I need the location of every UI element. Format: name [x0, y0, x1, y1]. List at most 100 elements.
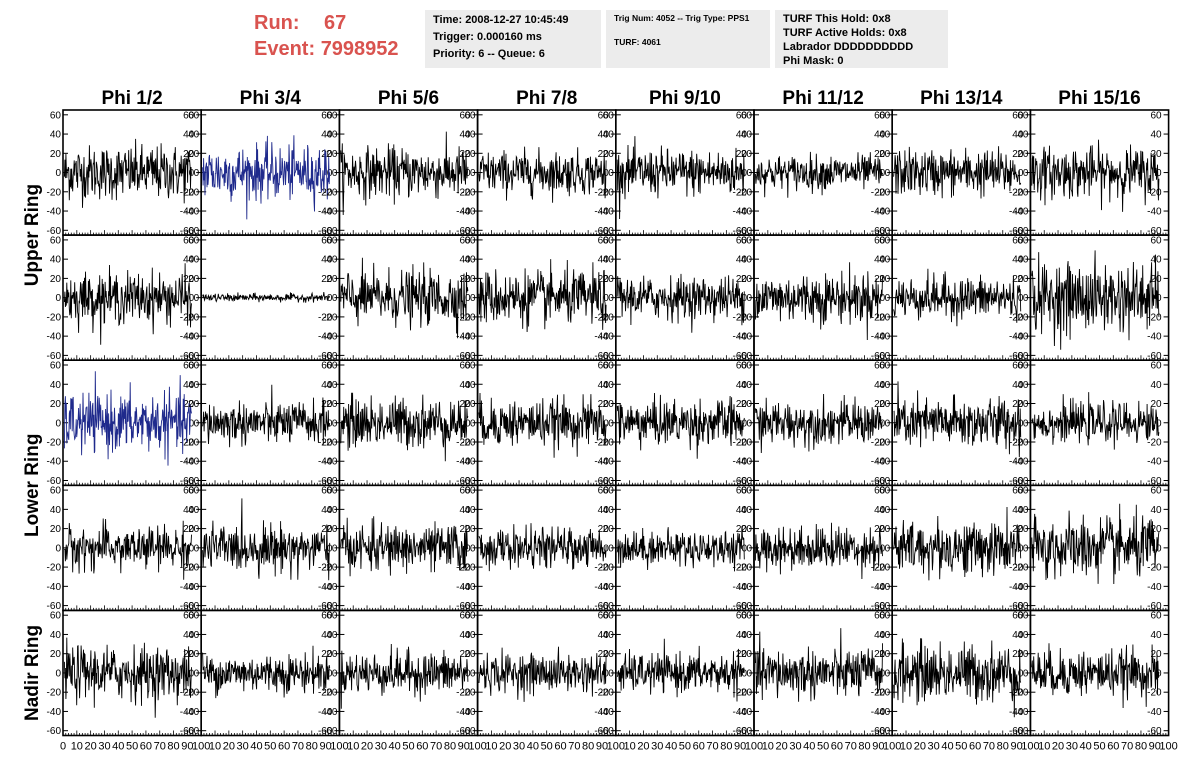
y-tick-label: -40 — [318, 332, 333, 343]
y-tick-label: -20 — [180, 187, 195, 198]
x-tick-label: 30 — [237, 741, 249, 753]
y-tick-label: 60 — [326, 486, 338, 497]
y-tick-label: 20 — [1012, 149, 1024, 160]
y-tick-label: 40 — [321, 505, 333, 516]
y-tick-label: 40 — [741, 130, 753, 141]
y-tick-label: -40 — [318, 707, 333, 718]
y-tick-label: 0 — [885, 418, 891, 429]
y-tick-label: -20 — [733, 187, 748, 198]
y-tick-label: 0 — [608, 293, 614, 304]
y-tick-label: 0 — [885, 668, 891, 679]
y-tick-label: 20 — [326, 399, 338, 410]
y-tick-label: -20 — [323, 312, 338, 323]
y-tick-label: -20 — [1014, 312, 1029, 323]
y-tick-label: -20 — [1147, 187, 1162, 198]
waveform-trace — [754, 393, 883, 454]
x-tick-label: 60 — [969, 741, 981, 753]
y-tick-label: -40 — [318, 207, 333, 218]
y-tick-label: 20 — [321, 149, 333, 160]
y-tick-label: -20 — [185, 312, 200, 323]
x-tick-label: 30 — [789, 741, 801, 753]
y-tick-label: 0 — [1156, 293, 1162, 304]
y-tick-label: -60 — [1014, 726, 1029, 737]
x-tick-label: 10 — [1038, 741, 1050, 753]
y-tick-label: -40 — [456, 707, 471, 718]
y-tick-label: -60 — [876, 601, 891, 612]
y-tick-label: 40 — [1150, 130, 1162, 141]
y-tick-label: 20 — [1150, 274, 1162, 285]
y-tick-label: 40 — [1017, 130, 1029, 141]
y-tick-label: -20 — [1009, 187, 1024, 198]
y-tick-label: 0 — [880, 293, 886, 304]
y-tick-label: 60 — [736, 110, 748, 121]
column-title: Phi 9/10 — [649, 88, 721, 109]
y-tick-label: 60 — [741, 235, 753, 246]
y-tick-label: 40 — [1012, 255, 1024, 266]
y-tick-label: -60 — [738, 726, 753, 737]
x-tick-label: 10 — [623, 741, 635, 753]
y-tick-label: 60 — [874, 361, 886, 372]
waveform-trace — [340, 643, 469, 709]
y-tick-label: 40 — [1150, 255, 1162, 266]
y-tick-label: 60 — [188, 486, 200, 497]
y-tick-label: -40 — [47, 582, 62, 593]
y-tick-label: 20 — [464, 149, 476, 160]
y-tick-label: 40 — [603, 130, 615, 141]
waveform-trace — [340, 257, 469, 339]
waveform-trace — [616, 392, 745, 459]
trig-num-line: Trig Num: 4052 -- Trig Type: PPS1 — [614, 13, 750, 23]
y-tick-label: 20 — [736, 274, 748, 285]
y-tick-label: -20 — [876, 688, 891, 699]
y-tick-label: 0 — [1023, 293, 1029, 304]
y-tick-label: 20 — [183, 524, 195, 535]
y-tick-label: 0 — [746, 543, 752, 554]
y-tick-label: 0 — [1023, 418, 1029, 429]
y-tick-label: -20 — [871, 688, 886, 699]
y-tick-label: -60 — [185, 476, 200, 487]
y-tick-label: 0 — [327, 668, 333, 679]
y-tick-label: 40 — [603, 380, 615, 391]
y-tick-label: -20 — [456, 437, 471, 448]
y-tick-label: 60 — [1150, 486, 1162, 497]
y-tick-label: 20 — [1012, 524, 1024, 535]
waveform-trace — [340, 516, 469, 577]
x-tick-label: 100 — [1159, 741, 1177, 753]
y-tick-label: -60 — [47, 601, 62, 612]
y-tick-label: 0 — [55, 293, 61, 304]
waveform-trace — [202, 291, 331, 303]
run-label: Run: — [254, 12, 300, 34]
priority-line: Priority: 6 -- Queue: 6 — [433, 48, 545, 60]
x-tick-label: 100 — [745, 741, 763, 753]
y-tick-label: 40 — [50, 505, 62, 516]
y-tick-label: -40 — [47, 207, 62, 218]
y-tick-label: 40 — [598, 630, 610, 641]
y-tick-label: 60 — [1017, 235, 1029, 246]
waveform-trace — [893, 146, 1022, 199]
y-tick-label: 40 — [50, 380, 62, 391]
y-tick-label: 40 — [741, 380, 753, 391]
x-tick-label: 60 — [554, 741, 566, 753]
x-tick-label: 80 — [306, 741, 318, 753]
waveform-trace — [202, 135, 331, 220]
y-tick-label: -20 — [1009, 688, 1024, 699]
y-tick-label: -60 — [599, 601, 614, 612]
y-tick-label: 60 — [183, 235, 195, 246]
y-tick-label: -20 — [599, 688, 614, 699]
y-tick-label: -60 — [738, 476, 753, 487]
x-tick-label: 70 — [430, 741, 442, 753]
waveform-trace — [478, 523, 607, 572]
y-tick-label: 0 — [470, 293, 476, 304]
y-tick-label: 20 — [1150, 149, 1162, 160]
x-tick-label: 70 — [706, 741, 718, 753]
turf-line: TURF: 4061 — [614, 37, 661, 47]
y-tick-label: 0 — [1023, 668, 1029, 679]
x-tick-label: 10 — [485, 741, 497, 753]
x-tick-label: 40 — [527, 741, 539, 753]
waveform-trace — [616, 136, 745, 220]
y-tick-label: -60 — [599, 726, 614, 737]
y-tick-label: 60 — [50, 486, 62, 497]
y-tick-label: 60 — [464, 235, 476, 246]
y-tick-label: 20 — [321, 274, 333, 285]
y-tick-label: 40 — [879, 130, 891, 141]
labrador-line: Labrador DDDDDDDDDD — [783, 41, 914, 53]
